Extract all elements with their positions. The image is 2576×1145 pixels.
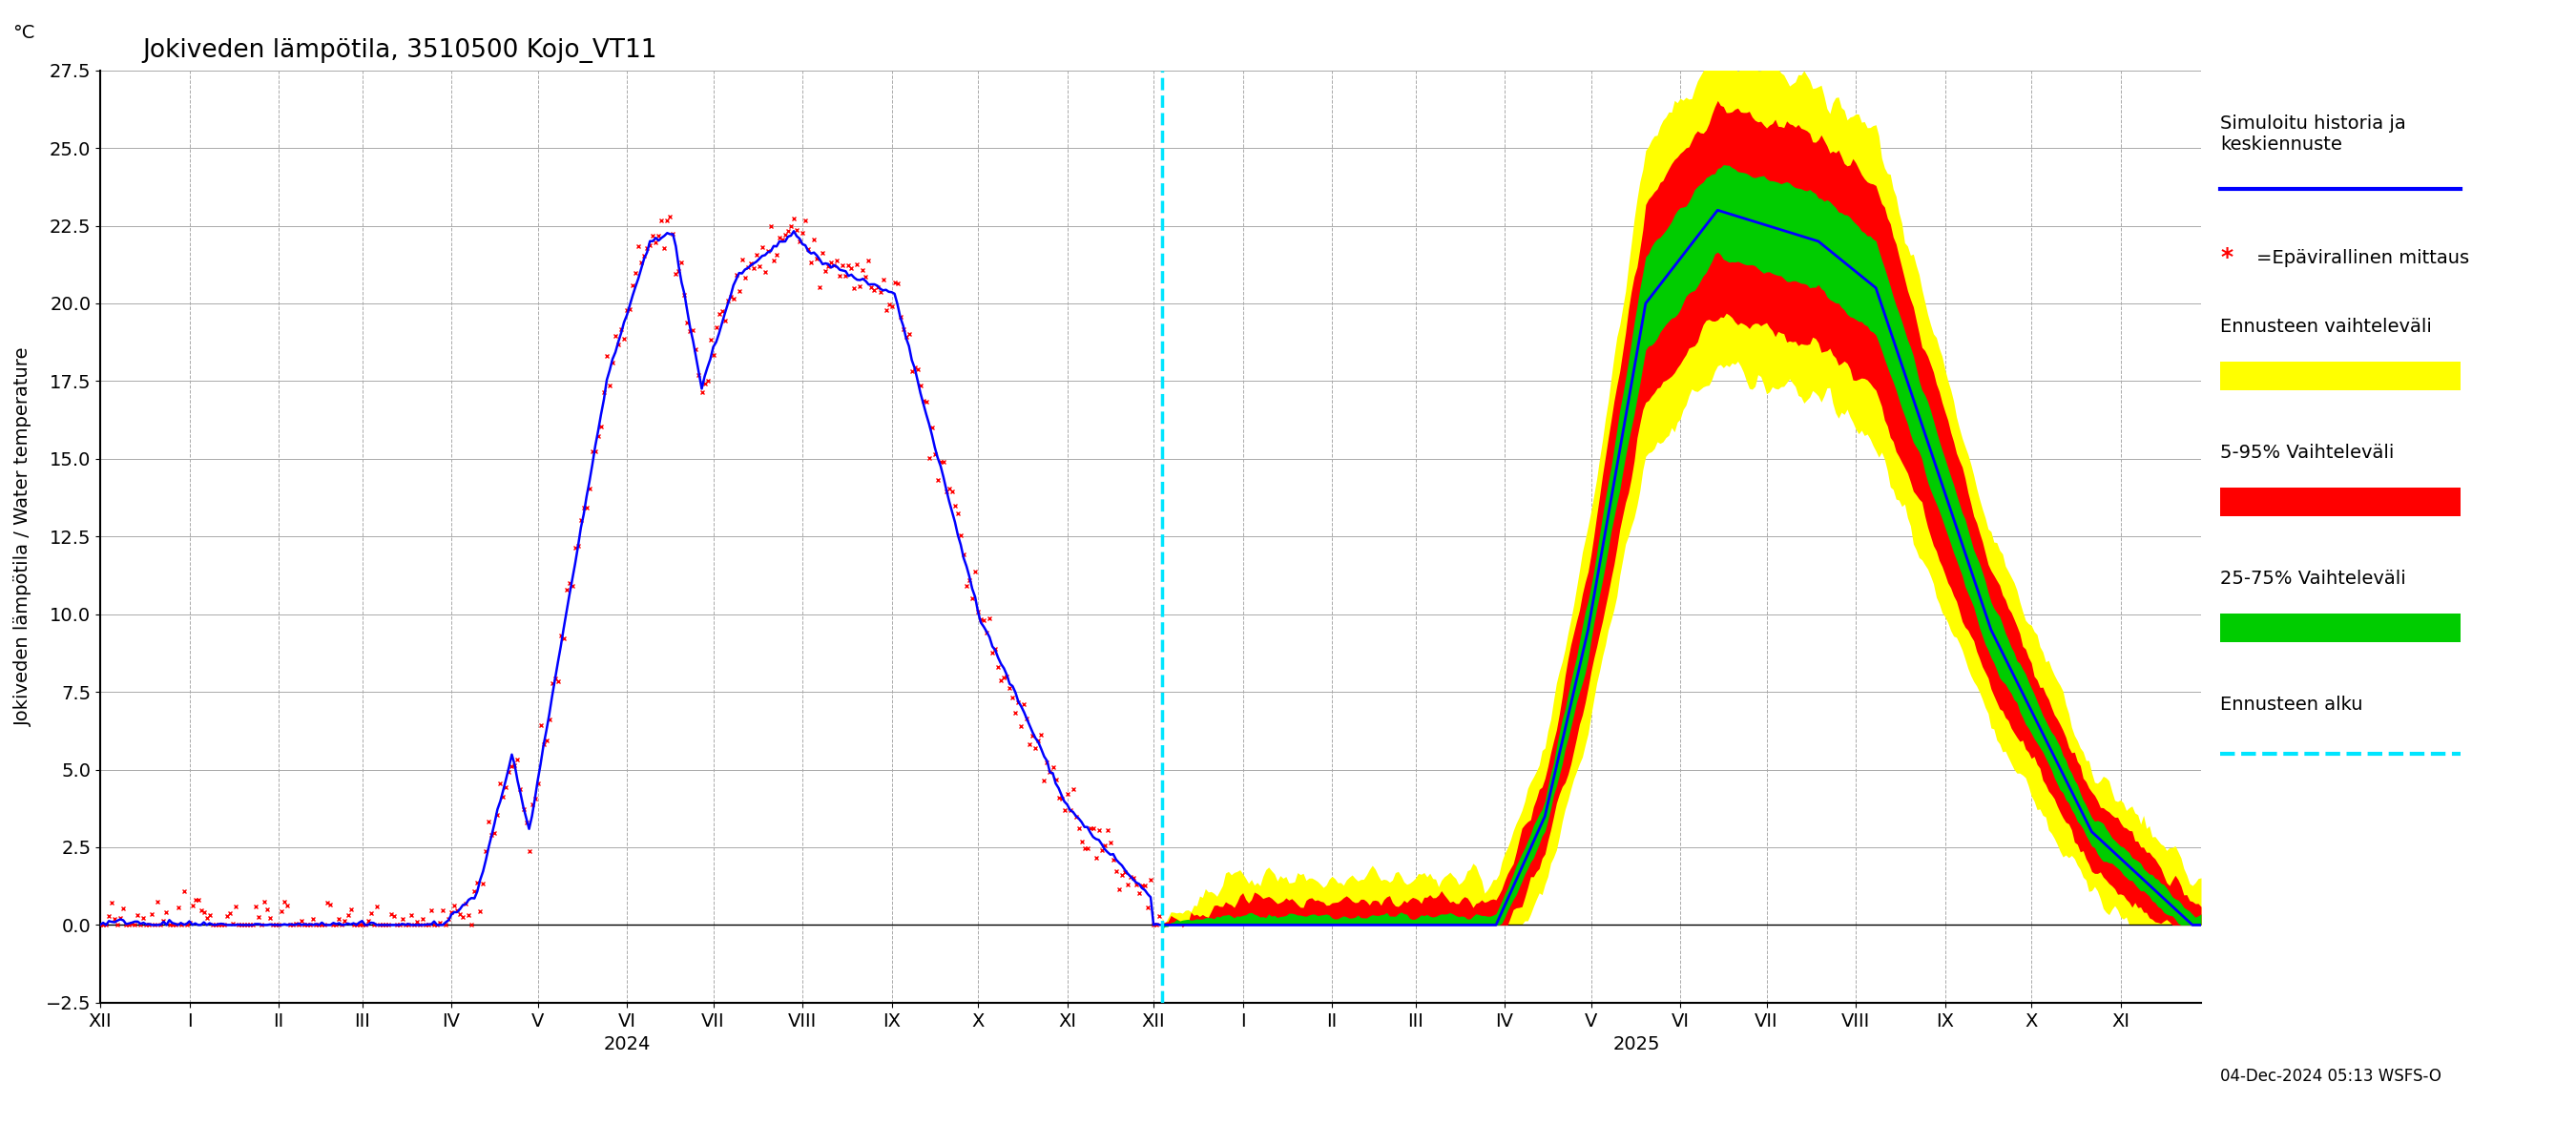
Text: 2024: 2024 xyxy=(603,1035,652,1053)
Text: °C: °C xyxy=(13,24,33,42)
Text: Ennusteen alku: Ennusteen alku xyxy=(2221,695,2362,713)
Text: =Epävirallinen mittaus: =Epävirallinen mittaus xyxy=(2257,248,2470,267)
Text: Simuloitu historia ja
keskiennuste: Simuloitu historia ja keskiennuste xyxy=(2221,114,2406,153)
Text: Ennusteen vaihteleväli: Ennusteen vaihteleväli xyxy=(2221,317,2432,335)
Text: 2025: 2025 xyxy=(1613,1035,1662,1053)
Text: 04-Dec-2024 05:13 WSFS-O: 04-Dec-2024 05:13 WSFS-O xyxy=(2221,1067,2442,1085)
Text: 25-75% Vaihteleväli: 25-75% Vaihteleväli xyxy=(2221,569,2406,587)
Text: *: * xyxy=(2221,246,2233,269)
Y-axis label: Jokiveden lämpötila / Water temperature: Jokiveden lämpötila / Water temperature xyxy=(15,347,33,726)
Text: Jokiveden lämpötila, 3510500 Kojo_VT11: Jokiveden lämpötila, 3510500 Kojo_VT11 xyxy=(142,38,657,63)
Text: 5-95% Vaihteleväli: 5-95% Vaihteleväli xyxy=(2221,443,2396,461)
